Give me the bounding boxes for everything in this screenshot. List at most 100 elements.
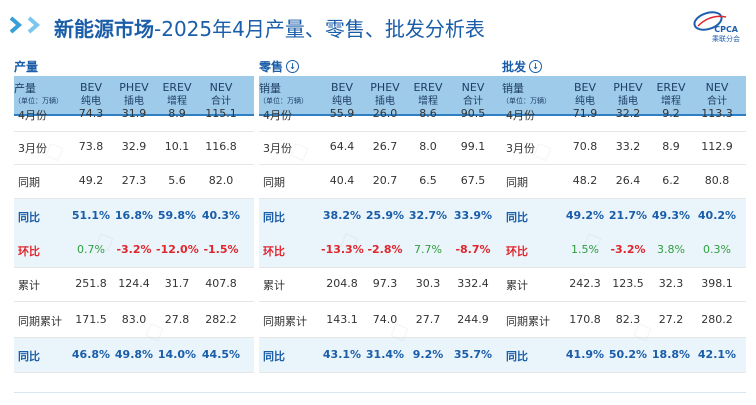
table-cell: 407.8 [205, 277, 237, 290]
table-wholesale: 销量 （单位：万辆） BEV 纯电 PHEV 插电 EREV 增程 NEV 合计 4月份 71.9 32… [502, 76, 746, 388]
column-header-bev: BEV 纯电 [70, 81, 112, 109]
row-label: 3月份 [506, 142, 535, 155]
table-row [14, 199, 254, 233]
row-label: 累计 [263, 279, 285, 292]
row-divider [14, 131, 254, 132]
table-cell: -2.8% [367, 243, 403, 256]
table-row [14, 233, 254, 267]
column-header-bev: BEV 纯电 [321, 81, 363, 109]
row-label: 同比 [506, 211, 528, 224]
column-header-top: PHEV [370, 81, 400, 94]
column-header-bottom: 纯电 [81, 96, 101, 107]
header-row-label: 销量 （单位：万辆） [259, 83, 308, 107]
section-label-retail: 零售 ↓ [259, 58, 300, 75]
header-label-text: 产量 [14, 82, 36, 95]
table-cell: 18.8% [651, 348, 691, 361]
header-label-text: 销量 [502, 82, 524, 95]
column-header-erev: EREV 增程 [156, 81, 198, 109]
table-cell: 14.0% [157, 348, 197, 361]
column-header-bottom: 纯电 [332, 96, 352, 107]
table-cell: 74.0 [372, 313, 398, 326]
table-cell: 49.2 [78, 174, 104, 187]
row-label: 4月份 [263, 109, 292, 122]
row-divider [259, 267, 502, 268]
table-cell: 70.8 [572, 140, 598, 153]
table-cell: 6.5 [419, 174, 437, 187]
header-label-text: 销量 [259, 82, 281, 95]
column-header-erev: EREV 增程 [650, 81, 692, 109]
logo-subtitle: 乘联分会 [712, 35, 740, 43]
table-cell: 32.2 [615, 107, 641, 120]
table-cell: 0.7% [77, 243, 105, 256]
column-header-bottom: 合计 [211, 96, 231, 107]
table-cell: 55.9 [329, 107, 355, 120]
table-cell: 31.9 [121, 107, 147, 120]
table-cell: 332.4 [457, 277, 489, 290]
table-cell: 27.2 [658, 313, 684, 326]
table-cell: 43.1% [322, 348, 362, 361]
row-divider [14, 164, 254, 165]
table-cell: 82.3 [615, 313, 641, 326]
column-header-nev: NEV 合计 [200, 81, 242, 109]
row-label: 4月份 [506, 109, 535, 122]
table-cell: 9.2 [662, 107, 680, 120]
column-header-top: BEV [330, 81, 354, 94]
table-cell: 49.2% [565, 209, 605, 222]
table-cell: 8.9 [168, 107, 186, 120]
header-unit-text: （单位：万辆） [259, 97, 308, 105]
table-row [259, 338, 502, 372]
column-header-bottom: 插电 [124, 96, 144, 107]
table-cell: 113.3 [701, 107, 733, 120]
table-cell: -13.3% [321, 243, 364, 256]
column-header-bottom: 增程 [167, 96, 187, 107]
table-cell: 64.4 [329, 140, 355, 153]
table-cell: 59.8% [157, 209, 197, 222]
column-header-phev: PHEV 插电 [113, 81, 155, 109]
row-label: 同比 [263, 211, 285, 224]
logo-swoosh-icon [693, 11, 727, 31]
table-cell: 26.4 [615, 174, 641, 187]
table-cell: 6.2 [662, 174, 680, 187]
header-unit-text: （单位：万辆） [502, 97, 551, 105]
row-divider [502, 131, 746, 132]
table-cell: 170.8 [569, 313, 601, 326]
table-cell: 8.0 [419, 140, 437, 153]
row-label: 环比 [263, 245, 285, 258]
row-divider [14, 337, 254, 338]
table-cell: 51.1% [71, 209, 111, 222]
table-cell: 123.5 [612, 277, 644, 290]
row-label: 环比 [18, 245, 40, 258]
row-divider [14, 301, 254, 302]
table-cell: 27.7 [415, 313, 441, 326]
table-cell: 73.8 [78, 140, 104, 153]
chevron-right-icon [26, 16, 44, 34]
table-cell: 32.3 [658, 277, 684, 290]
column-header-top: BEV [79, 81, 103, 94]
row-label: 环比 [506, 245, 528, 258]
table-cell: 242.3 [569, 277, 601, 290]
section-label-text: 批发 [502, 60, 527, 74]
column-header-top: PHEV [119, 81, 149, 94]
row-label: 同期累计 [18, 315, 62, 328]
table-cell: 31.4% [365, 348, 405, 361]
table-cell: 27.3 [121, 174, 147, 187]
row-divider [259, 198, 502, 199]
row-label: 3月份 [263, 142, 292, 155]
table-cell: 80.8 [704, 174, 730, 187]
column-header-top: EREV [162, 81, 192, 94]
column-header-erev: EREV 增程 [407, 81, 449, 109]
table-cell: 3.8% [657, 243, 685, 256]
row-label: 同期累计 [263, 315, 307, 328]
row-divider [14, 198, 254, 199]
table-cell: 67.5 [460, 174, 486, 187]
column-header-bottom: 合计 [707, 96, 727, 107]
column-header-nev: NEV 合计 [452, 81, 494, 109]
table-cell: 9.2% [412, 348, 444, 361]
section-label-text: 零售 [259, 60, 284, 74]
header-divider [502, 114, 746, 116]
row-label: 4月份 [18, 109, 47, 122]
row-label: 同比 [263, 350, 285, 363]
table-header [259, 76, 502, 114]
table-cell: 282.2 [205, 313, 237, 326]
column-header-bottom: 插电 [618, 96, 638, 107]
